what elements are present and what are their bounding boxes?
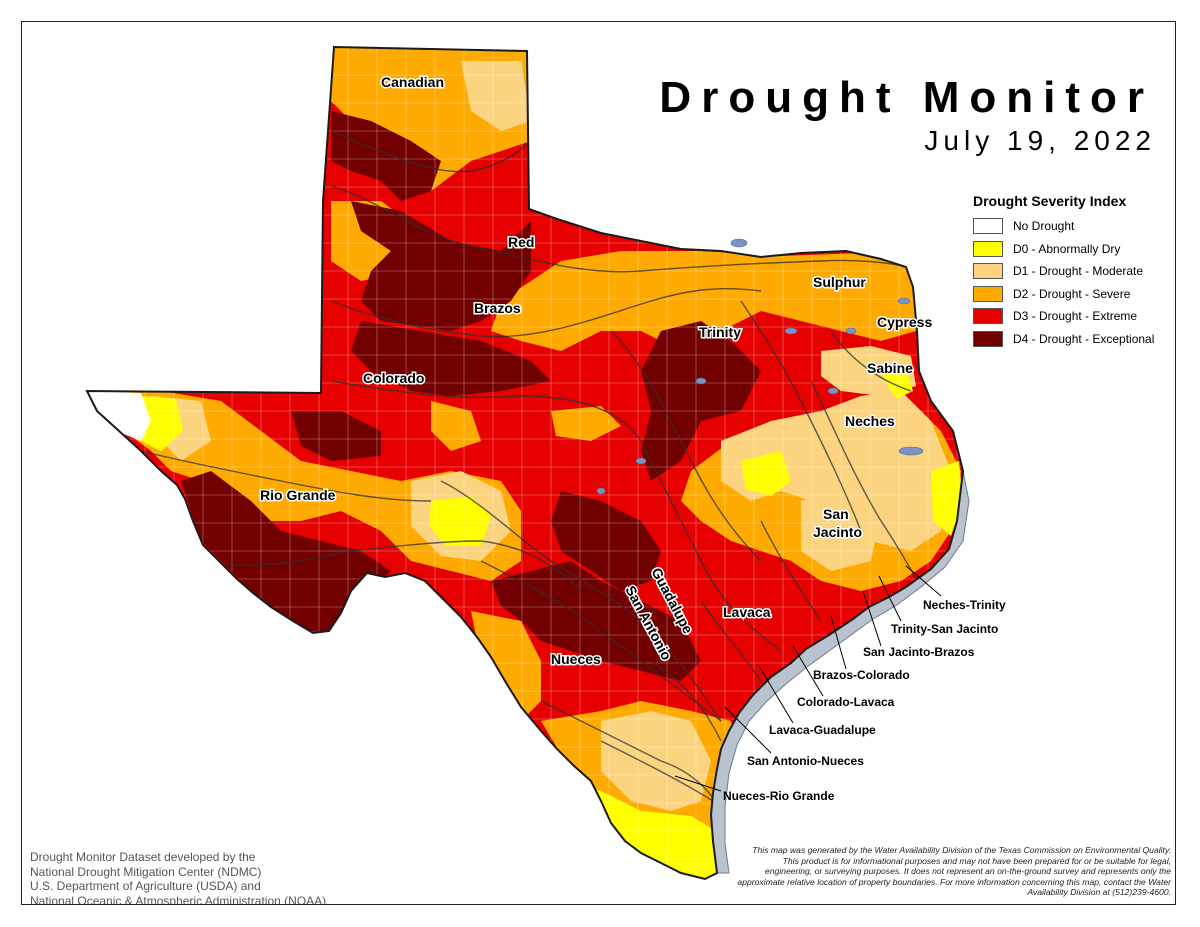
coastal-leader-lines xyxy=(674,565,942,792)
basin-label-colorado: Colorado xyxy=(363,370,424,386)
d2-region xyxy=(551,406,621,441)
basin-boundaries xyxy=(140,130,922,812)
d1-region xyxy=(461,61,531,131)
coastal-label-colorado-lavaca: Colorado-Lavaca xyxy=(797,695,895,709)
basin-label-cypress: Cypress xyxy=(877,314,932,330)
d1-region xyxy=(601,711,711,811)
basin-label-trinity: Trinity xyxy=(699,324,741,340)
no-drought-region xyxy=(87,391,151,441)
legend-items: No Drought D0 - Abnormally Dry D1 - Drough… xyxy=(973,215,1173,350)
legend-swatch xyxy=(973,308,1003,325)
legend-label: D0 - Abnormally Dry xyxy=(1013,241,1121,256)
data-credit: Drought Monitor Dataset developed by the… xyxy=(30,850,327,905)
credit-line: Drought Monitor Dataset developed by the xyxy=(30,850,256,864)
legend-swatch xyxy=(973,285,1003,302)
d2-region xyxy=(431,401,481,451)
coastal-label-trinity-san-jacinto: Trinity-San Jacinto xyxy=(891,622,998,636)
d0-region xyxy=(141,396,183,451)
basin-label-nueces: Nueces xyxy=(551,651,601,667)
coastal-label-san-jacinto-brazos: San Jacinto-Brazos xyxy=(863,645,975,659)
lakes xyxy=(596,238,924,495)
d1-region xyxy=(721,391,951,551)
basin-label-red: Red xyxy=(508,234,534,250)
credit-line: National Drought Mitigation Center (NDMC… xyxy=(30,864,262,879)
legend-swatch xyxy=(973,330,1003,347)
d4-region xyxy=(641,321,761,481)
d0-region xyxy=(429,496,491,546)
legend-swatch xyxy=(973,240,1003,257)
d0-region xyxy=(741,451,791,496)
d1-region xyxy=(801,491,881,571)
d4-region xyxy=(181,471,391,631)
legend-item: D1 - Drought - Moderate xyxy=(973,260,1173,283)
legend-label: D1 - Drought - Moderate xyxy=(1013,264,1144,279)
legend: Drought Severity Index No Drought D0 - Ab… xyxy=(973,193,1173,350)
coastal-label-nueces-rio-grande: Nueces-Rio Grande xyxy=(723,789,835,803)
coastal-label-brazos-colorado: Brazos-Colorado xyxy=(813,668,910,682)
basin-label-sulphur: Sulphur xyxy=(813,274,866,290)
d4-region xyxy=(351,201,531,331)
basin-label-neches: Neches xyxy=(845,413,895,429)
d0-region xyxy=(881,369,913,399)
disclaimer: This map was generated by the Water Avai… xyxy=(737,845,1171,897)
map-title: Drought Monitor xyxy=(659,73,1154,122)
d4-region xyxy=(491,561,701,681)
legend-title: Drought Severity Index xyxy=(973,193,1127,209)
legend-item: D0 - Abnormally Dry xyxy=(973,238,1173,261)
coastal-label-lavaca-guadalupe: Lavaca-Guadalupe xyxy=(769,723,876,737)
legend-label: D2 - Drought - Severe xyxy=(1013,286,1131,301)
basin-label-rio-grande: Rio Grande xyxy=(260,487,336,503)
d2-region xyxy=(491,251,916,351)
legend-label: No Drought xyxy=(1013,219,1075,234)
legend-swatch xyxy=(973,218,1003,235)
basin-label-canadian: Canadian xyxy=(381,74,444,90)
coastal-label-san-antonio-nueces: San Antonio-Nueces xyxy=(747,754,864,768)
basin-label-brazos: Brazos xyxy=(474,300,521,316)
d2-region xyxy=(471,611,541,721)
map-date: July 19, 2022 xyxy=(924,125,1156,156)
d0-region xyxy=(931,461,963,536)
basin-label-lavaca: Lavaca xyxy=(723,604,771,620)
d4-region xyxy=(291,411,381,461)
legend-item: D4 - Drought - Exceptional xyxy=(973,328,1173,351)
credit-line: U.S. Department of Agriculture (USDA) an… xyxy=(30,879,261,893)
d4-region xyxy=(331,111,441,201)
d4-region xyxy=(351,321,551,396)
legend-item: D3 - Drought - Extreme xyxy=(973,305,1173,328)
coastal-label-neches-trinity: Neches-Trinity xyxy=(923,598,1006,612)
map-frame: Canadian Red Brazos Colorado Rio Grande … xyxy=(21,21,1176,905)
basin-label-san-jacinto-1: San xyxy=(823,506,849,522)
legend-item: No Drought xyxy=(973,215,1173,238)
legend-label: D3 - Drought - Extreme xyxy=(1013,309,1138,324)
credit-line: National Oceanic & Atmospheric Administr… xyxy=(30,893,327,905)
legend-label: D4 - Drought - Exceptional xyxy=(1013,331,1155,346)
texas-drought-map: Canadian Red Brazos Colorado Rio Grande … xyxy=(86,46,1006,880)
d4-region xyxy=(551,491,661,591)
basin-label-san-jacinto-2: Jacinto xyxy=(813,524,862,540)
basin-label-sabine: Sabine xyxy=(867,360,913,376)
legend-swatch xyxy=(973,263,1003,280)
legend-item: D2 - Drought - Severe xyxy=(973,283,1173,306)
